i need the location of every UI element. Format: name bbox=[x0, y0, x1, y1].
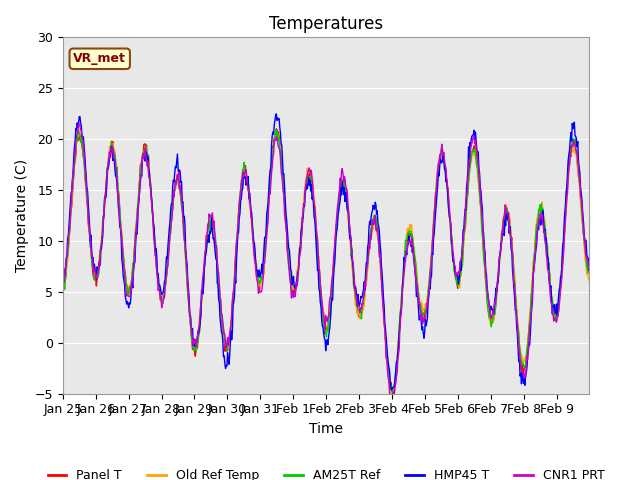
AM25T Ref bbox=[218, 311, 225, 317]
Old Ref Temp bbox=[122, 273, 129, 278]
AM25T Ref bbox=[272, 127, 280, 133]
AM25T Ref bbox=[244, 180, 252, 185]
Line: CNR1 PRT: CNR1 PRT bbox=[63, 124, 589, 405]
Panel T bbox=[121, 266, 129, 272]
Legend: Panel T, Old Ref Temp, AM25T Ref, HMP45 T, CNR1 PRT: Panel T, Old Ref Temp, AM25T Ref, HMP45 … bbox=[42, 464, 610, 480]
AM25T Ref bbox=[121, 270, 129, 276]
X-axis label: Time: Time bbox=[309, 422, 343, 436]
Old Ref Temp bbox=[264, 207, 272, 213]
CNR1 PRT bbox=[122, 281, 129, 287]
Old Ref Temp bbox=[244, 186, 252, 192]
HMP45 T bbox=[273, 111, 280, 117]
Y-axis label: Temperature (C): Temperature (C) bbox=[15, 159, 29, 272]
CNR1 PRT bbox=[59, 281, 67, 287]
Line: Panel T: Panel T bbox=[63, 129, 589, 396]
AM25T Ref bbox=[411, 256, 419, 262]
CNR1 PRT bbox=[244, 188, 252, 194]
CNR1 PRT bbox=[218, 312, 226, 317]
HMP45 T bbox=[411, 269, 419, 275]
Panel T bbox=[264, 214, 271, 219]
Old Ref Temp bbox=[389, 394, 397, 400]
Panel T bbox=[59, 288, 67, 293]
AM25T Ref bbox=[381, 323, 388, 328]
HMP45 T bbox=[59, 273, 67, 278]
CNR1 PRT bbox=[264, 218, 272, 224]
HMP45 T bbox=[388, 387, 396, 393]
Panel T bbox=[244, 176, 252, 182]
Line: HMP45 T: HMP45 T bbox=[63, 114, 589, 390]
HMP45 T bbox=[264, 206, 271, 212]
Line: AM25T Ref: AM25T Ref bbox=[63, 130, 589, 396]
AM25T Ref bbox=[389, 393, 397, 398]
Title: Temperatures: Temperatures bbox=[269, 15, 383, 33]
CNR1 PRT bbox=[411, 270, 419, 276]
Text: VR_met: VR_met bbox=[74, 52, 126, 65]
AM25T Ref bbox=[586, 268, 593, 274]
CNR1 PRT bbox=[586, 264, 593, 270]
Old Ref Temp bbox=[381, 330, 388, 336]
CNR1 PRT bbox=[381, 327, 388, 333]
Panel T bbox=[381, 328, 388, 334]
Panel T bbox=[218, 313, 225, 319]
HMP45 T bbox=[121, 282, 129, 288]
AM25T Ref bbox=[59, 284, 67, 290]
Panel T bbox=[586, 264, 593, 270]
Panel T bbox=[411, 262, 419, 267]
HMP45 T bbox=[218, 329, 225, 335]
Old Ref Temp bbox=[218, 315, 226, 321]
Old Ref Temp bbox=[411, 254, 419, 260]
HMP45 T bbox=[381, 321, 388, 326]
Panel T bbox=[389, 393, 397, 398]
Panel T bbox=[273, 126, 280, 132]
Old Ref Temp bbox=[586, 280, 593, 286]
Old Ref Temp bbox=[76, 127, 83, 133]
CNR1 PRT bbox=[388, 402, 396, 408]
Line: Old Ref Temp: Old Ref Temp bbox=[63, 130, 589, 397]
HMP45 T bbox=[244, 181, 252, 187]
CNR1 PRT bbox=[75, 121, 83, 127]
AM25T Ref bbox=[264, 218, 271, 224]
HMP45 T bbox=[586, 254, 593, 260]
Old Ref Temp bbox=[59, 291, 67, 297]
